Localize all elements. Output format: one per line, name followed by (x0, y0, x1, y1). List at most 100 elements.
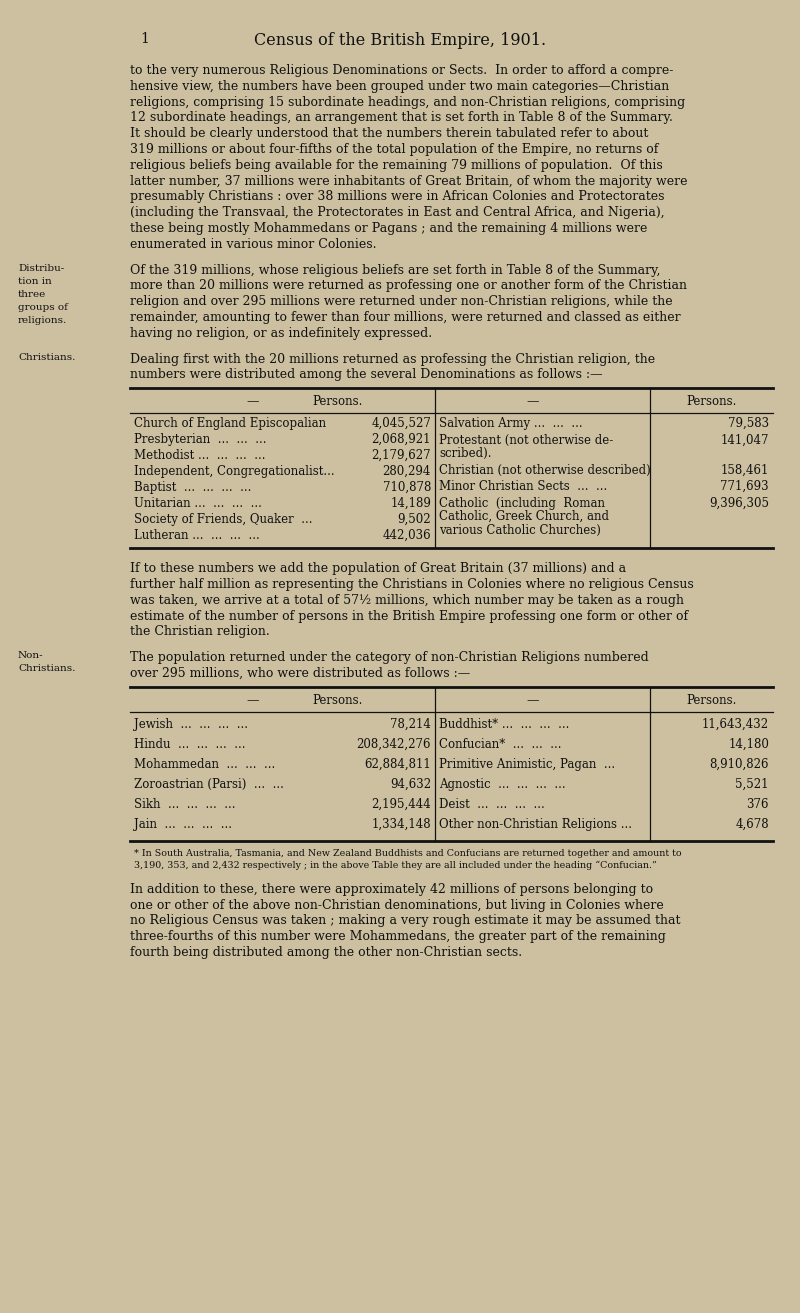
Text: 4,045,527: 4,045,527 (371, 418, 431, 431)
Text: 2,179,627: 2,179,627 (371, 449, 431, 462)
Text: Persons.: Persons. (686, 693, 737, 706)
Text: Persons.: Persons. (312, 693, 362, 706)
Text: numbers were distributed among the several Denominations as follows :—: numbers were distributed among the sever… (130, 369, 602, 381)
Text: —: — (246, 693, 258, 706)
Text: It should be clearly understood that the numbers therein tabulated refer to abou: It should be clearly understood that the… (130, 127, 648, 140)
Text: Society of Friends, Quaker  ...: Society of Friends, Quaker ... (134, 513, 313, 527)
Text: fourth being distributed among the other non-Christian sects.: fourth being distributed among the other… (130, 945, 522, 958)
Text: (including the Transvaal, the Protectorates in East and Central Africa, and Nige: (including the Transvaal, the Protectora… (130, 206, 665, 219)
Text: hensive view, the numbers have been grouped under two main categories—Christian: hensive view, the numbers have been grou… (130, 80, 670, 93)
Text: 4,678: 4,678 (735, 818, 769, 831)
Text: religious beliefs being available for the remaining 79 millions of population.  : religious beliefs being available for th… (130, 159, 662, 172)
Text: Catholic  (including  Roman: Catholic (including Roman (439, 496, 605, 509)
Text: three-fourths of this number were Mohammedans, the greater part of the remaining: three-fourths of this number were Mohamm… (130, 930, 666, 943)
Text: 280,294: 280,294 (382, 465, 431, 478)
Text: Minor Christian Sects  ...  ...: Minor Christian Sects ... ... (439, 481, 607, 494)
Text: 9,502: 9,502 (398, 513, 431, 527)
Text: Persons.: Persons. (312, 395, 362, 408)
Text: Of the 319 millions, whose religious beliefs are set forth in Table 8 of the Sum: Of the 319 millions, whose religious bel… (130, 264, 661, 277)
Text: Church of England Episcopalian: Church of England Episcopalian (134, 418, 326, 431)
Text: 78,214: 78,214 (390, 718, 431, 731)
Text: Independent, Congregationalist...: Independent, Congregationalist... (134, 465, 334, 478)
Text: Distribu-: Distribu- (18, 264, 64, 273)
Text: these being mostly Mohammedans or Pagans ; and the remaining 4 millions were: these being mostly Mohammedans or Pagans… (130, 222, 647, 235)
Text: 1,334,148: 1,334,148 (371, 818, 431, 831)
Text: Christians.: Christians. (18, 353, 75, 361)
Text: one or other of the above non-Christian denominations, but living in Colonies wh: one or other of the above non-Christian … (130, 898, 664, 911)
Text: more than 20 millions were returned as professing one or another form of the Chr: more than 20 millions were returned as p… (130, 280, 687, 293)
Text: various Catholic Churches): various Catholic Churches) (439, 524, 601, 537)
Text: 14,189: 14,189 (390, 498, 431, 511)
Text: presumably Christians : over 38 millions were in African Colonies and Protectora: presumably Christians : over 38 millions… (130, 190, 665, 204)
Text: 2,068,921: 2,068,921 (371, 433, 431, 446)
Text: The population returned under the category of non-Christian Religions numbered: The population returned under the catego… (130, 651, 649, 664)
Text: Salvation Army ...  ...  ...: Salvation Army ... ... ... (439, 418, 582, 431)
Text: to the very numerous Religious Denominations or Sects.  In order to afford a com: to the very numerous Religious Denominat… (130, 64, 674, 77)
Text: 2,195,444: 2,195,444 (371, 798, 431, 811)
Text: 14,180: 14,180 (728, 738, 769, 751)
Text: 442,036: 442,036 (382, 529, 431, 542)
Text: 79,583: 79,583 (728, 418, 769, 431)
Text: 62,884,811: 62,884,811 (364, 758, 431, 771)
Text: scribed).: scribed). (439, 448, 491, 460)
Text: religion and over 295 millions were returned under non-Christian religions, whil: religion and over 295 millions were retu… (130, 295, 673, 309)
Text: Hindu  ...  ...  ...  ...: Hindu ... ... ... ... (134, 738, 246, 751)
Text: Mohammedan  ...  ...  ...: Mohammedan ... ... ... (134, 758, 275, 771)
Text: 710,878: 710,878 (382, 481, 431, 494)
Text: further half million as representing the Christians in Colonies where no religio: further half million as representing the… (130, 578, 694, 591)
Text: religions.: religions. (18, 315, 67, 324)
Text: having no religion, or as indefinitely expressed.: having no religion, or as indefinitely e… (130, 327, 432, 340)
Text: Lutheran ...  ...  ...  ...: Lutheran ... ... ... ... (134, 529, 260, 542)
Text: * In South Australia, Tasmania, and New Zealand Buddhists and Confucians are ret: * In South Australia, Tasmania, and New … (134, 848, 682, 857)
Text: Primitive Animistic, Pagan  ...: Primitive Animistic, Pagan ... (439, 758, 615, 771)
Text: —: — (526, 395, 538, 408)
Text: three: three (18, 290, 46, 298)
Text: 208,342,276: 208,342,276 (357, 738, 431, 751)
Text: Persons.: Persons. (686, 395, 737, 408)
Text: 3,190, 353, and 2,432 respectively ; in the above Table they are all included un: 3,190, 353, and 2,432 respectively ; in … (134, 861, 657, 871)
Text: Christians.: Christians. (18, 664, 75, 674)
Text: over 295 millions, who were distributed as follows :—: over 295 millions, who were distributed … (130, 667, 470, 680)
Text: Presbyterian  ...  ...  ...: Presbyterian ... ... ... (134, 433, 266, 446)
Text: 771,693: 771,693 (720, 481, 769, 494)
Text: enumerated in various minor Colonies.: enumerated in various minor Colonies. (130, 238, 377, 251)
Text: remainder, amounting to fewer than four millions, were returned and classed as e: remainder, amounting to fewer than four … (130, 311, 681, 324)
Text: In addition to these, there were approximately 42 millions of persons belonging : In addition to these, there were approxi… (130, 882, 653, 895)
Text: 5,521: 5,521 (735, 777, 769, 790)
Text: If to these numbers we add the population of Great Britain (37 millions) and a: If to these numbers we add the populatio… (130, 562, 626, 575)
Text: Unitarian ...  ...  ...  ...: Unitarian ... ... ... ... (134, 498, 262, 511)
Text: no Religious Census was taken ; making a very rough estimate it may be assumed t: no Religious Census was taken ; making a… (130, 914, 681, 927)
Text: 319 millions or about four-fifths of the total population of the Empire, no retu: 319 millions or about four-fifths of the… (130, 143, 658, 156)
Text: Deist  ...  ...  ...  ...: Deist ... ... ... ... (439, 798, 545, 811)
Text: Methodist ...  ...  ...  ...: Methodist ... ... ... ... (134, 449, 266, 462)
Text: Sikh  ...  ...  ...  ...: Sikh ... ... ... ... (134, 798, 235, 811)
Text: Census of the British Empire, 1901.: Census of the British Empire, 1901. (254, 32, 546, 49)
Text: Jewish  ...  ...  ...  ...: Jewish ... ... ... ... (134, 718, 248, 731)
Text: religions, comprising 15 subordinate headings, and non-Christian religions, comp: religions, comprising 15 subordinate hea… (130, 96, 686, 109)
Text: Confucian*  ...  ...  ...: Confucian* ... ... ... (439, 738, 562, 751)
Text: was taken, we arrive at a total of 57½ millions, which number may be taken as a : was taken, we arrive at a total of 57½ m… (130, 593, 684, 607)
Text: Buddhist* ...  ...  ...  ...: Buddhist* ... ... ... ... (439, 718, 570, 731)
Text: Non-: Non- (18, 651, 44, 660)
Text: groups of: groups of (18, 302, 68, 311)
Text: 141,047: 141,047 (721, 433, 769, 446)
Text: —: — (246, 395, 258, 408)
Text: 94,632: 94,632 (390, 777, 431, 790)
Text: 1: 1 (140, 32, 149, 46)
Text: estimate of the number of persons in the British Empire professing one form or o: estimate of the number of persons in the… (130, 609, 688, 622)
Text: the Christian religion.: the Christian religion. (130, 625, 270, 638)
Text: latter number, 37 millions were inhabitants of Great Britain, of whom the majori: latter number, 37 millions were inhabita… (130, 175, 687, 188)
Text: 8,910,826: 8,910,826 (710, 758, 769, 771)
Text: Protestant (not otherwise de-: Protestant (not otherwise de- (439, 433, 614, 446)
Text: Other non-Christian Religions ...: Other non-Christian Religions ... (439, 818, 632, 831)
Text: Zoroastrian (Parsi)  ...  ...: Zoroastrian (Parsi) ... ... (134, 777, 284, 790)
Text: 12 subordinate headings, an arrangement that is set forth in Table 8 of the Summ: 12 subordinate headings, an arrangement … (130, 112, 673, 125)
Text: tion in: tion in (18, 277, 52, 286)
Text: —: — (526, 693, 538, 706)
Text: Christian (not otherwise described): Christian (not otherwise described) (439, 463, 650, 477)
Text: 9,396,305: 9,396,305 (709, 496, 769, 509)
Text: Catholic, Greek Church, and: Catholic, Greek Church, and (439, 511, 609, 523)
Text: Baptist  ...  ...  ...  ...: Baptist ... ... ... ... (134, 481, 251, 494)
Text: Agnostic  ...  ...  ...  ...: Agnostic ... ... ... ... (439, 777, 566, 790)
Text: 11,643,432: 11,643,432 (702, 718, 769, 731)
